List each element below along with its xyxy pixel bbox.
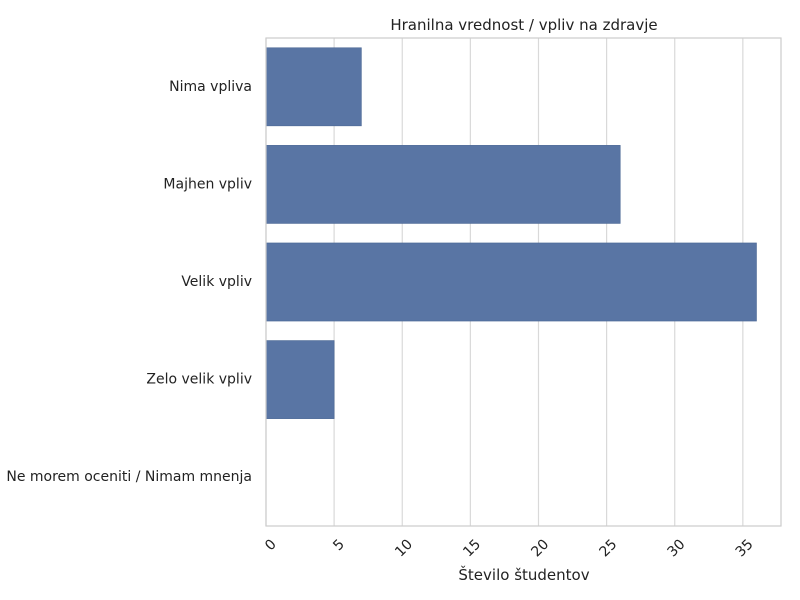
x-tick-label: 10 — [392, 536, 416, 560]
x-tick-label: 5 — [330, 536, 348, 554]
x-tick-label: 35 — [733, 536, 757, 560]
bar — [265, 145, 621, 224]
chart-title: Hranilna vrednost / vpliv na zdravje — [390, 16, 657, 34]
x-tick-labels: 0 5 10 15 20 25 30 35 — [262, 536, 756, 560]
x-tick-label: 20 — [528, 536, 552, 560]
category-label: Zelo velik vpliv — [146, 372, 252, 388]
category-label: Nima vpliva — [169, 79, 252, 95]
bars — [265, 47, 757, 419]
category-label: Ne morem oceniti / Nimam mnenja — [6, 469, 252, 485]
x-axis-label: Število študentov — [458, 565, 589, 584]
bar — [265, 340, 335, 419]
bar — [265, 242, 757, 322]
x-tick-label: 15 — [460, 536, 484, 560]
category-labels: Nima vpliva Majhen vpliv Velik vpliv Zelo v… — [6, 79, 252, 485]
category-label: Majhen vpliv — [163, 176, 252, 192]
category-label: Velik vpliv — [181, 274, 252, 290]
x-tick-label: 30 — [665, 536, 689, 560]
x-tick-label: 0 — [262, 536, 280, 554]
x-tick-label: 25 — [596, 536, 620, 560]
plot-frame — [265, 37, 782, 527]
bar — [265, 47, 362, 127]
